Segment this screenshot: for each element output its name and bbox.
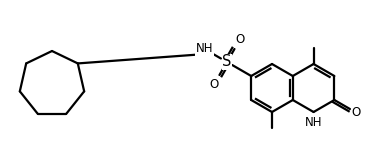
Text: O: O (209, 78, 218, 91)
Text: O: O (235, 33, 245, 46)
Text: NH: NH (196, 43, 213, 55)
Text: S: S (222, 54, 232, 70)
Text: NH: NH (305, 116, 322, 130)
Text: O: O (352, 106, 361, 119)
